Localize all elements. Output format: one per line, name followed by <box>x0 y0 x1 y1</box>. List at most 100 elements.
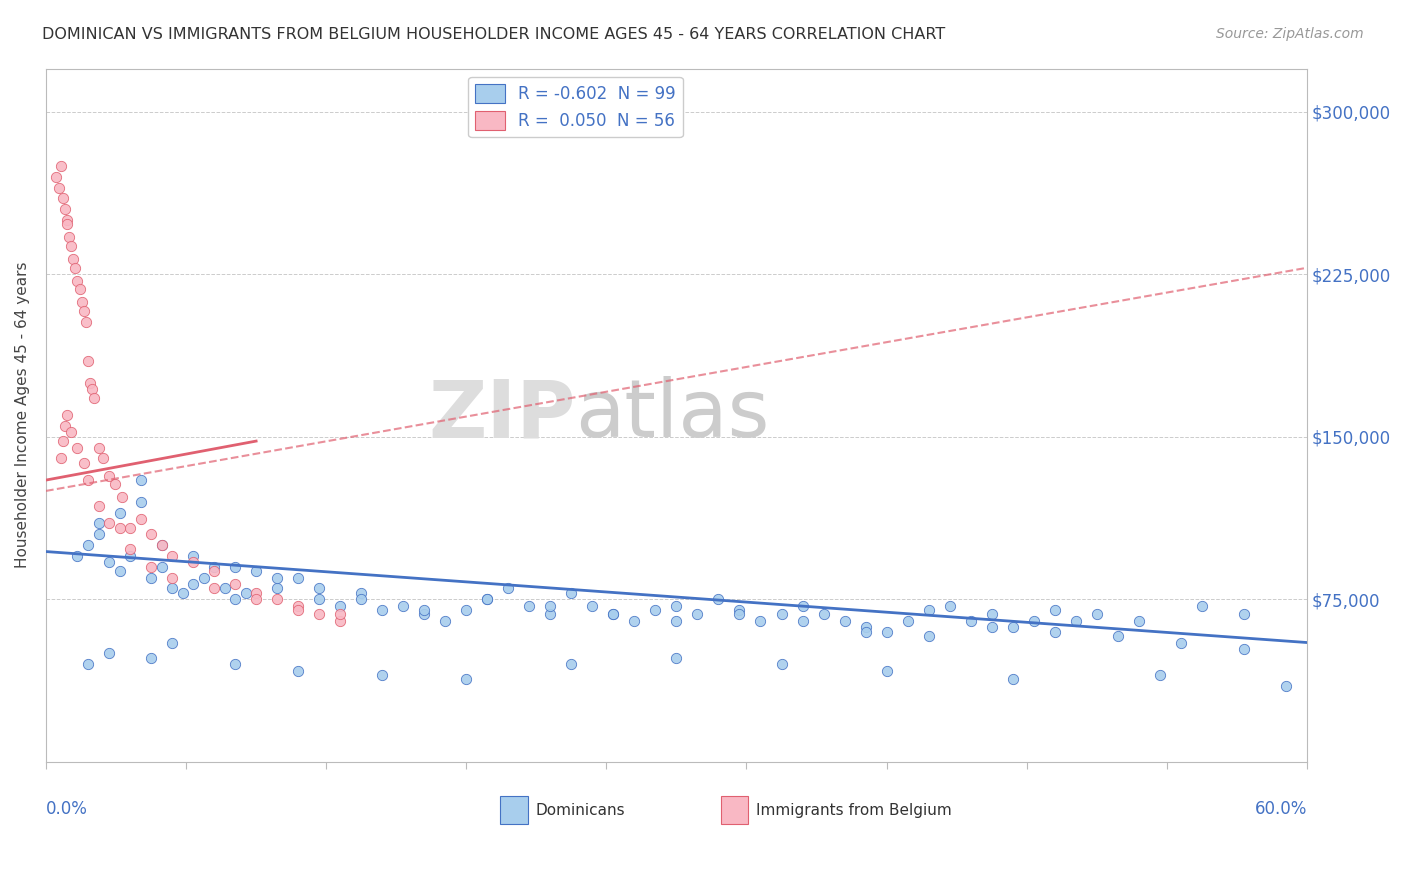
Point <box>1064 614 1087 628</box>
Point <box>150 538 173 552</box>
Point <box>58 230 80 244</box>
Point <box>538 599 561 613</box>
Text: Dominicans: Dominicans <box>536 803 624 818</box>
Point <box>160 635 183 649</box>
Point <box>75 315 97 329</box>
Legend: R = -0.602  N = 99, R =  0.050  N = 56: R = -0.602 N = 99, R = 0.050 N = 56 <box>468 77 683 137</box>
Point <box>371 668 394 682</box>
Point <box>1043 624 1066 639</box>
Point <box>770 657 793 672</box>
Point <box>876 624 898 639</box>
FancyBboxPatch shape <box>501 797 527 824</box>
Point <box>49 159 72 173</box>
Point <box>413 603 436 617</box>
Point <box>202 564 225 578</box>
Point <box>108 564 131 578</box>
Point <box>602 607 624 622</box>
Point <box>1233 642 1256 657</box>
Y-axis label: Householder Income Ages 45 - 64 years: Householder Income Ages 45 - 64 years <box>15 262 30 568</box>
Point <box>129 512 152 526</box>
Point <box>202 582 225 596</box>
Point <box>56 213 79 227</box>
Point <box>52 192 75 206</box>
Point <box>581 599 603 613</box>
Point <box>98 516 121 531</box>
Point <box>139 570 162 584</box>
Point <box>538 607 561 622</box>
Point <box>1191 599 1213 613</box>
Point <box>87 499 110 513</box>
Point <box>560 657 582 672</box>
Point <box>118 542 141 557</box>
Point <box>87 516 110 531</box>
Point <box>1107 629 1129 643</box>
Point <box>98 646 121 660</box>
Point <box>66 441 89 455</box>
Point <box>686 607 709 622</box>
Point <box>181 577 204 591</box>
Point <box>104 477 127 491</box>
Point <box>98 468 121 483</box>
Point <box>83 391 105 405</box>
Point <box>150 538 173 552</box>
Point <box>287 599 309 613</box>
Point <box>129 494 152 508</box>
Point <box>770 607 793 622</box>
Point <box>266 592 288 607</box>
Point <box>73 456 96 470</box>
Point <box>139 527 162 541</box>
Point <box>60 425 83 440</box>
Point <box>224 657 246 672</box>
Point <box>1043 603 1066 617</box>
Point <box>707 592 730 607</box>
Point <box>77 354 100 368</box>
Point <box>1085 607 1108 622</box>
Text: 60.0%: 60.0% <box>1254 800 1308 818</box>
FancyBboxPatch shape <box>720 797 748 824</box>
Point <box>498 582 520 596</box>
Text: Source: ZipAtlas.com: Source: ZipAtlas.com <box>1216 27 1364 41</box>
Point <box>1233 607 1256 622</box>
Point <box>266 582 288 596</box>
Point <box>477 592 499 607</box>
Point <box>623 614 645 628</box>
Point <box>287 603 309 617</box>
Point <box>813 607 835 622</box>
Point <box>287 664 309 678</box>
Point <box>111 491 134 505</box>
Point <box>1022 614 1045 628</box>
Point <box>160 549 183 563</box>
Point <box>1128 614 1150 628</box>
Point <box>456 603 478 617</box>
Point <box>77 538 100 552</box>
Point <box>49 451 72 466</box>
Point <box>181 555 204 569</box>
Point <box>129 473 152 487</box>
Point <box>48 180 70 194</box>
Point <box>65 260 87 275</box>
Point <box>917 603 939 617</box>
Point <box>62 252 84 267</box>
Point <box>77 657 100 672</box>
Text: 0.0%: 0.0% <box>46 800 87 818</box>
Point <box>53 418 76 433</box>
Point <box>477 592 499 607</box>
Point <box>1001 673 1024 687</box>
Point <box>644 603 666 617</box>
Point <box>855 620 877 634</box>
Point <box>938 599 960 613</box>
Point <box>139 559 162 574</box>
Point <box>1275 679 1298 693</box>
Point <box>371 603 394 617</box>
Point <box>70 295 93 310</box>
Point <box>392 599 415 613</box>
Point <box>329 614 352 628</box>
Point <box>193 570 215 584</box>
Point <box>73 304 96 318</box>
Point <box>245 585 267 599</box>
Point <box>108 506 131 520</box>
Point <box>224 559 246 574</box>
Point <box>308 592 330 607</box>
Point <box>792 614 814 628</box>
Point <box>172 585 194 599</box>
